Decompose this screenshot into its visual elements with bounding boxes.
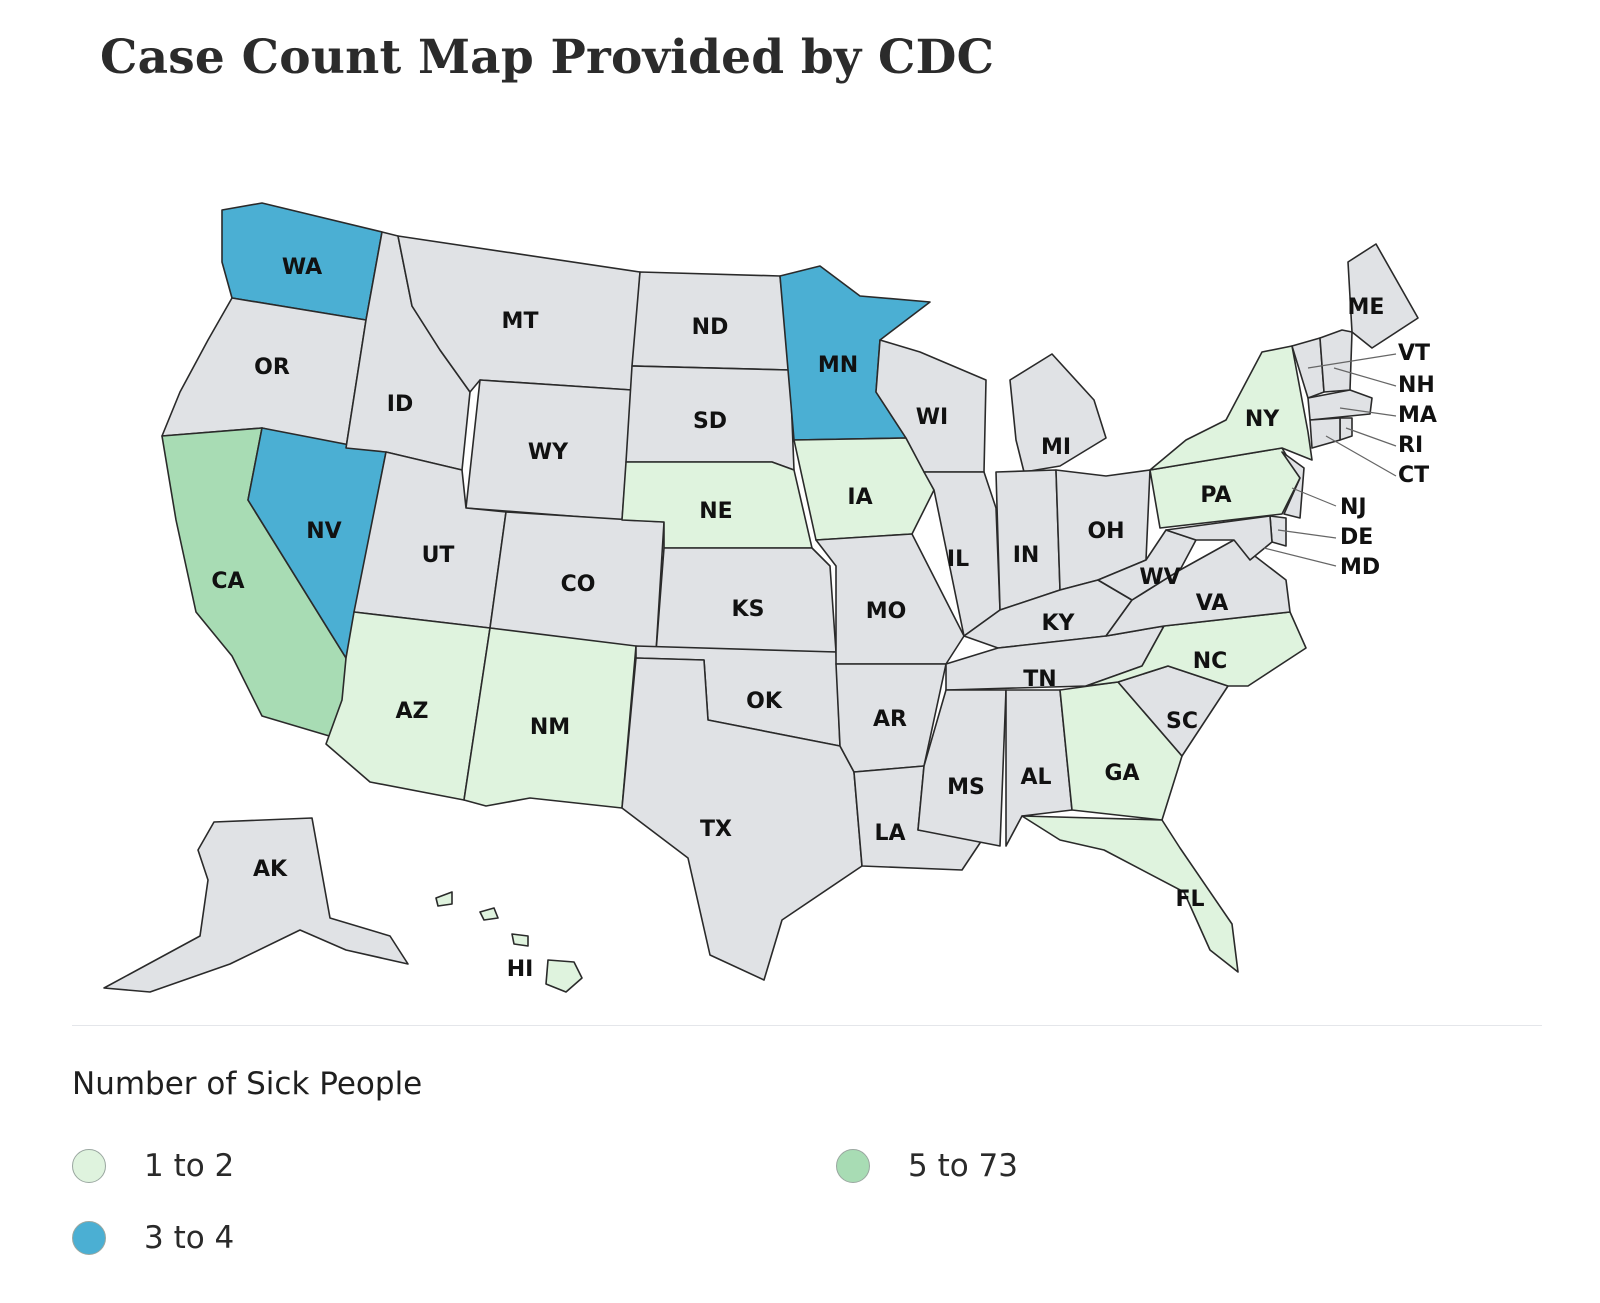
state-label-tx: TX: [700, 817, 732, 842]
state-label-az: AZ: [396, 699, 429, 724]
states-layer: [103, 202, 1419, 993]
state-label-md: MD: [1340, 555, 1380, 580]
state-wi[interactable]: [875, 339, 987, 473]
state-ct[interactable]: [1309, 417, 1341, 449]
legend-swatch-3-to-4: [72, 1221, 106, 1255]
state-label-ut: UT: [422, 543, 455, 568]
page-title: Case Count Map Provided by CDC: [100, 30, 995, 85]
legend-item-1-to-2: 1 to 2: [72, 1148, 234, 1184]
state-label-nh: NH: [1398, 373, 1435, 398]
state-ny[interactable]: [1149, 345, 1313, 471]
state-label-nv: NV: [306, 519, 341, 544]
state-in[interactable]: [995, 469, 1061, 611]
leader-line-md: [1263, 547, 1337, 567]
state-tx[interactable]: [621, 657, 863, 981]
state-label-de: DE: [1340, 525, 1373, 550]
state-label-wv: WV: [1139, 565, 1180, 590]
legend-swatch-1-to-2: [72, 1149, 106, 1183]
state-ks[interactable]: [655, 547, 837, 653]
state-label-pa: PA: [1200, 483, 1231, 508]
state-labels: WA OR CA NV ID MT WY UT AZ CO NM ND SD NE KS OK TX MN IA MO…: [211, 255, 1437, 982]
state-hi[interactable]: [435, 891, 583, 993]
legend-divider: [72, 1025, 1542, 1026]
state-al[interactable]: [1005, 689, 1073, 847]
us-choropleth-map: WA OR CA NV ID MT WY UT AZ CO NM ND SD NE KS OK TX MN IA MO…: [103, 202, 1437, 993]
state-label-hi: HI: [507, 957, 534, 982]
state-fl[interactable]: [1021, 815, 1239, 973]
state-label-nd: ND: [692, 315, 729, 340]
state-label-nm: NM: [530, 715, 570, 740]
legend-swatch-5-to-73: [836, 1149, 870, 1183]
state-label-va: VA: [1196, 591, 1229, 616]
state-md[interactable]: [1165, 515, 1273, 561]
state-label-ks: KS: [732, 597, 765, 622]
leader-line-nh: [1333, 367, 1397, 387]
state-label-mt: MT: [502, 309, 539, 334]
leader-line-ct: [1325, 435, 1397, 477]
legend-label-1-to-2: 1 to 2: [144, 1148, 235, 1184]
state-label-me: ME: [1348, 295, 1385, 320]
leader-line-ma: [1339, 407, 1397, 417]
state-label-or: OR: [254, 355, 290, 380]
state-label-in: IN: [1013, 543, 1040, 568]
legend-label-5-to-73: 5 to 73: [908, 1148, 1018, 1184]
state-nc[interactable]: [1085, 611, 1307, 687]
state-label-la: LA: [874, 821, 905, 846]
state-label-sc: SC: [1166, 709, 1198, 734]
state-ms[interactable]: [917, 689, 1007, 847]
leader-line-vt: [1307, 353, 1397, 369]
state-label-ak: AK: [253, 857, 288, 882]
state-label-ny: NY: [1245, 407, 1280, 432]
state-label-id: ID: [387, 392, 413, 417]
state-label-mo: MO: [866, 599, 907, 624]
state-label-wa: WA: [282, 255, 322, 280]
legend-item-3-to-4: 3 to 4: [72, 1220, 234, 1256]
state-ia[interactable]: [793, 437, 935, 541]
state-nj[interactable]: [1281, 451, 1305, 519]
state-label-tn: TN: [1023, 667, 1056, 692]
leader-lines: [1263, 353, 1397, 567]
state-label-ok: OK: [746, 689, 783, 714]
state-label-mi: MI: [1041, 435, 1071, 460]
state-label-ar: AR: [873, 707, 907, 732]
state-label-ia: IA: [847, 485, 872, 510]
state-label-nj: NJ: [1340, 495, 1367, 520]
state-label-oh: OH: [1087, 519, 1124, 544]
state-label-vt: VT: [1398, 341, 1430, 366]
state-label-ms: MS: [947, 775, 985, 800]
state-label-ga: GA: [1104, 761, 1139, 786]
state-label-ky: KY: [1042, 611, 1076, 636]
legend-item-5-to-73: 5 to 73: [836, 1148, 1018, 1184]
state-mi[interactable]: [1009, 353, 1107, 473]
leader-line-nj: [1291, 487, 1337, 507]
state-label-wy: WY: [528, 440, 569, 465]
legend-label-3-to-4: 3 to 4: [144, 1220, 235, 1256]
leader-line-ri: [1345, 427, 1397, 447]
state-label-wi: WI: [916, 405, 948, 430]
state-label-sd: SD: [693, 409, 727, 434]
legend-title: Number of Sick People: [72, 1066, 423, 1102]
state-ma[interactable]: [1307, 389, 1373, 421]
state-label-ma: MA: [1398, 403, 1437, 428]
leader-line-de: [1277, 529, 1337, 539]
state-label-ne: NE: [699, 499, 732, 524]
state-label-fl: FL: [1175, 887, 1204, 912]
state-nh[interactable]: [1319, 329, 1353, 393]
state-label-co: CO: [561, 572, 596, 597]
state-label-ri: RI: [1398, 433, 1423, 458]
state-label-ct: CT: [1398, 463, 1429, 488]
state-ak[interactable]: [103, 817, 409, 993]
state-me[interactable]: [1347, 243, 1419, 349]
state-label-nc: NC: [1193, 649, 1228, 674]
state-label-il: IL: [947, 547, 969, 572]
state-label-al: AL: [1020, 765, 1051, 790]
state-label-mn: MN: [818, 353, 858, 378]
state-label-ca: CA: [211, 569, 244, 594]
